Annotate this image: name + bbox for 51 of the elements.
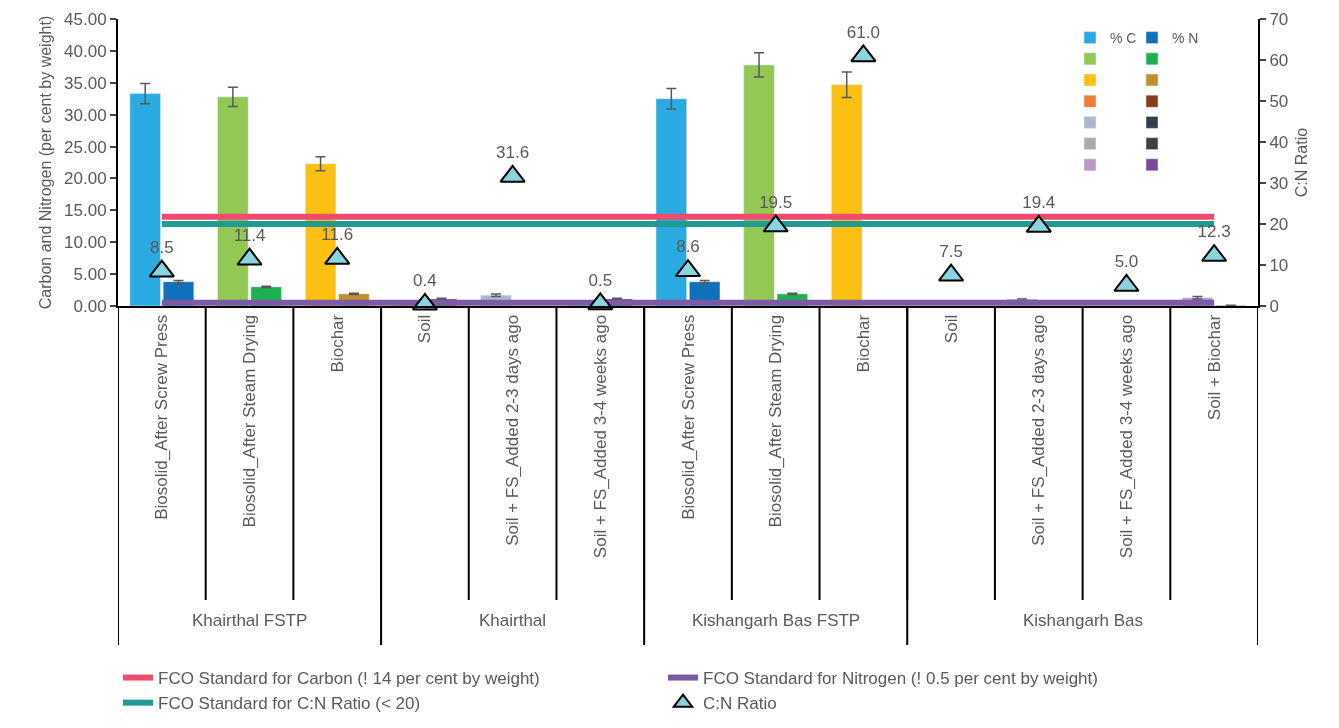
data-label: 0.5 bbox=[588, 270, 613, 290]
x-tick-label: Biosolid_After Steam Drying bbox=[240, 314, 260, 528]
legend-label: FCO Standard for C:N Ratio (< 20) bbox=[158, 694, 421, 714]
data-label: 19.4 bbox=[1022, 193, 1056, 213]
data-label: 5.0 bbox=[1114, 252, 1139, 272]
x-tick-label: Biosolid_After Screw Press bbox=[678, 314, 698, 520]
x-tick-label: Soil bbox=[415, 314, 435, 344]
y-tick-label: 30.00 bbox=[64, 105, 107, 125]
y2-tick-label: 40 bbox=[1269, 132, 1289, 152]
x-tick-label: Soil bbox=[941, 314, 961, 344]
x-tick-label: Soil + FS_Added 3-4 weeks ago bbox=[590, 314, 610, 559]
y2-tick-label: 60 bbox=[1269, 50, 1289, 70]
text: Kishangarh Bas bbox=[1023, 611, 1144, 630]
legend-label: C:N Ratio bbox=[703, 694, 777, 714]
y2-tick-label: 30 bbox=[1269, 173, 1289, 193]
x-tick-label: Soil + FS_Added 2-3 days ago bbox=[1029, 314, 1049, 546]
y-tick-label: 35.00 bbox=[64, 73, 107, 93]
legend-label: % N bbox=[1172, 30, 1199, 47]
data-label: 31.6 bbox=[496, 143, 530, 163]
y-tick-label: 5.00 bbox=[73, 265, 107, 285]
y2-tick-label: 10 bbox=[1269, 255, 1289, 275]
text: Khairthal FSTP bbox=[192, 611, 308, 630]
y2-axis-title: C:N Ratio bbox=[1292, 127, 1310, 198]
x-tick-label: Soil + FS_Added 2-3 days ago bbox=[503, 314, 523, 546]
y-tick-label: 0.00 bbox=[73, 296, 107, 316]
y-tick-label: 40.00 bbox=[64, 41, 107, 61]
x-tick-label: Biosolid_After Screw Press bbox=[152, 314, 172, 520]
y2-tick-label: 0 bbox=[1269, 296, 1279, 316]
x-tick-label: Soil + FS_Added 3-4 weeks ago bbox=[1116, 314, 1136, 559]
y-tick-label: 20.00 bbox=[64, 169, 107, 189]
data-label: 61.0 bbox=[846, 22, 880, 42]
y-tick-label: 10.00 bbox=[64, 233, 107, 253]
y-axis-title: Carbon and Nitrogen (per cent by weight) bbox=[37, 15, 55, 310]
y-tick-label: 15.00 bbox=[64, 201, 107, 221]
legend-label: FCO Standard for Nitrogen (! 0.5 per cent by weight) bbox=[703, 669, 1098, 689]
x-tick-label: Biochar bbox=[853, 314, 873, 373]
text: Khairthal bbox=[479, 611, 547, 630]
legend-label: FCO Standard for Carbon (! 14 per cent by weight) bbox=[158, 669, 540, 689]
x-tick-label: Biosolid_After Steam Drying bbox=[766, 314, 786, 528]
y2-tick-label: 50 bbox=[1269, 91, 1289, 111]
y2-tick-label: 70 bbox=[1269, 9, 1289, 29]
data-label: 0.4 bbox=[413, 270, 437, 290]
data-label: 12.3 bbox=[1197, 222, 1231, 242]
y-tick-label: 45.00 bbox=[64, 9, 107, 29]
y-tick-label: 25.00 bbox=[64, 137, 107, 157]
data-label: 7.5 bbox=[939, 241, 963, 261]
x-tick-label: Soil + Biochar bbox=[1204, 314, 1224, 421]
y2-tick-label: 20 bbox=[1269, 214, 1289, 234]
text: Kishangarh Bas FSTP bbox=[692, 611, 861, 630]
legend-label: % C bbox=[1110, 30, 1137, 47]
x-tick-label: Biochar bbox=[327, 314, 347, 373]
